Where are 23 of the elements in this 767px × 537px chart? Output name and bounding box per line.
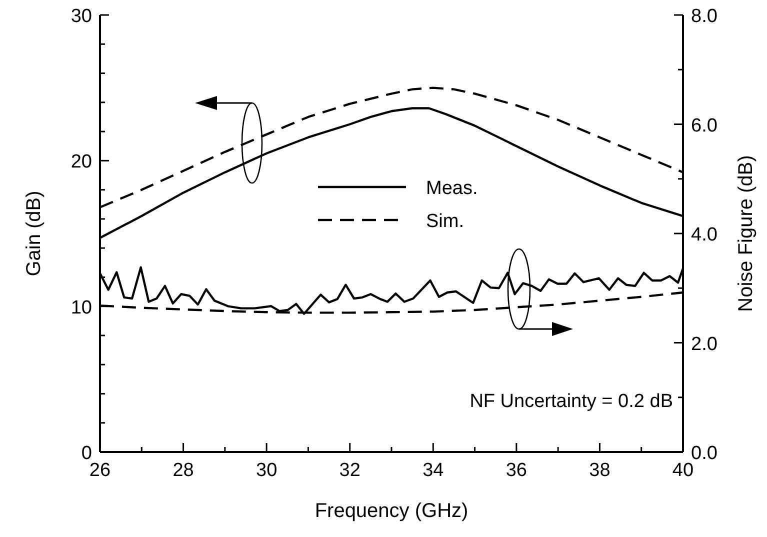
- x-tick-label: 40: [672, 460, 694, 481]
- x-axis-title: Frequency (GHz): [314, 500, 468, 522]
- x-tick-label: 38: [589, 460, 610, 481]
- x-tick-label: 26: [89, 460, 111, 481]
- x-tick-label: 28: [172, 460, 194, 481]
- x-tick-label: 32: [339, 460, 360, 481]
- y-axis-title: Gain (dB): [23, 190, 45, 276]
- y2-tick-label: 8.0: [691, 6, 718, 27]
- y2-tick-label: 0.0: [691, 443, 718, 464]
- x-tick-label: 36: [506, 460, 527, 481]
- y-tick-label: 0: [81, 443, 92, 464]
- y2-axis-title: Noise Figure (dB): [735, 155, 757, 312]
- y2-tick-label: 6.0: [691, 115, 718, 136]
- legend-label: Meas.: [426, 178, 478, 199]
- y-tick-label: 20: [70, 152, 92, 173]
- y2-tick-label: 4.0: [691, 224, 718, 246]
- annotation: NF Uncertainty = 0.2 dB: [470, 391, 673, 412]
- x-tick-label: 34: [422, 460, 444, 481]
- x-tick-label: 30: [256, 460, 278, 481]
- y2-tick-label: 2.0: [691, 334, 718, 355]
- legend-label: Sim.: [426, 211, 464, 232]
- y-tick-label: 10: [70, 297, 92, 318]
- y-tick-label: 30: [70, 6, 92, 27]
